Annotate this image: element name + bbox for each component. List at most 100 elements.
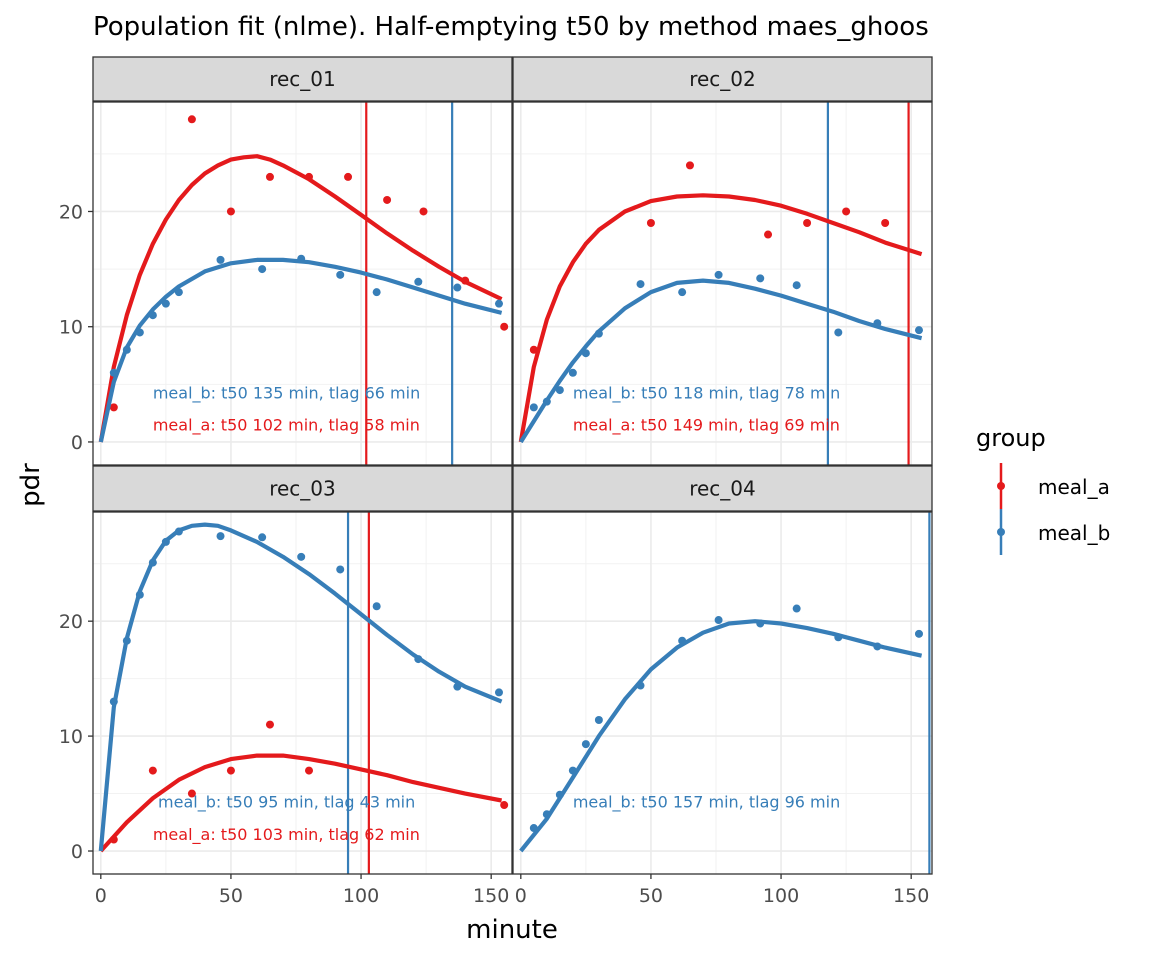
- data-point-meal-a: [305, 766, 314, 775]
- data-point-meal-b: [542, 810, 551, 819]
- data-point-meal-b: [135, 328, 144, 337]
- data-point-meal-b: [372, 602, 381, 611]
- annotation-meal-a: meal_a: t50 149 min, tlag 69 min: [573, 416, 840, 436]
- data-point-meal-b: [594, 329, 603, 338]
- facet-label: rec_02: [689, 67, 756, 91]
- grid: [513, 102, 932, 465]
- data-point-meal-b: [135, 590, 144, 599]
- data-point-meal-b: [834, 328, 843, 337]
- x-tick-label: 50: [219, 885, 243, 907]
- facet-label: rec_03: [269, 477, 336, 501]
- legend: group meal_a meal_b: [976, 424, 1110, 555]
- y-tick-label: 20: [59, 611, 83, 633]
- x-tick-label: 0: [515, 885, 527, 907]
- plot-background: [93, 512, 512, 874]
- data-point-meal-a: [803, 219, 812, 227]
- data-point-meal-b: [914, 326, 923, 335]
- data-point-meal-b: [714, 616, 723, 625]
- data-point-meal-a: [109, 403, 118, 412]
- data-point-meal-b: [568, 368, 577, 377]
- data-point-meal-a: [685, 161, 694, 170]
- data-point-meal-b: [122, 636, 131, 645]
- annotation-meal-b: meal_b: t50 95 min, tlag 43 min: [158, 793, 415, 813]
- data-point-meal-b: [714, 270, 723, 279]
- data-point-meal-a: [265, 720, 274, 729]
- x-tick-label: 100: [763, 885, 799, 907]
- data-point-meal-b: [792, 281, 801, 290]
- fit-curve-meal-b: [519, 619, 923, 853]
- y-tick-label: 10: [59, 726, 83, 748]
- data-point-meal-b: [834, 633, 843, 642]
- plot-background: [513, 512, 932, 874]
- legend-label: meal_b: [1038, 521, 1110, 545]
- data-point-meal-b: [494, 299, 503, 308]
- data-point-meal-b: [216, 255, 225, 264]
- data-point-meal-b: [792, 604, 801, 613]
- y-axis-label: pdr: [16, 463, 46, 507]
- data-point-meal-b: [494, 688, 503, 697]
- data-point-meal-b: [109, 368, 118, 377]
- fit-curve-meal-b: [98, 257, 503, 443]
- y-tick-label: 0: [71, 841, 83, 863]
- data-point-meal-b: [414, 277, 423, 286]
- legend-item-meal-a: meal_a: [997, 463, 1110, 509]
- fit-curve-meal-a: [98, 154, 503, 443]
- data-point-meal-b: [873, 319, 882, 328]
- data-point-meal-a: [305, 172, 314, 181]
- panel-rec-02: rec_02 meal_b: t50 118 min, tlag 78 min me…: [512, 56, 933, 466]
- data-point-meal-b: [336, 270, 345, 279]
- data-point-meal-b: [756, 274, 765, 283]
- data-point-meal-b: [216, 532, 225, 541]
- data-point-meal-a: [226, 207, 235, 216]
- data-point-meal-b: [174, 288, 183, 297]
- data-point-meal-b: [297, 552, 306, 561]
- annotation-meal-b: meal_b: t50 157 min, tlag 96 min: [573, 793, 840, 813]
- data-point-meal-a: [383, 195, 392, 204]
- facet-strip: [512, 465, 933, 512]
- fit-curve-meal-b: [519, 278, 923, 444]
- data-point-meal-b: [555, 386, 564, 395]
- data-point-meal-a: [646, 219, 655, 227]
- annotation-meal-a: meal_a: t50 103 min, tlag 62 min: [153, 825, 420, 845]
- data-point-meal-a: [881, 219, 890, 227]
- data-point-meal-b: [109, 697, 118, 706]
- data-point-meal-b: [122, 345, 131, 354]
- x-tick-label: 50: [639, 885, 663, 907]
- data-point-meal-a: [500, 801, 509, 810]
- data-point-meal-b: [542, 397, 551, 406]
- plot-content: meal_b: t50 95 min, tlag 43 min meal_a: t…: [98, 512, 509, 874]
- legend-title: group: [976, 424, 1046, 452]
- data-point-meal-b: [258, 265, 267, 274]
- panel-border: [512, 101, 933, 466]
- plot-content: meal_b: t50 157 min, tlag 96 min: [519, 512, 931, 874]
- panel-border: [92, 101, 513, 466]
- legend-item-meal-b: meal_b: [997, 509, 1110, 555]
- data-point-meal-b: [414, 655, 423, 664]
- data-point-meal-a: [226, 766, 235, 775]
- data-point-meal-b: [148, 311, 157, 320]
- data-point-meal-b: [914, 629, 923, 638]
- annotation-meal-b: meal_b: t50 118 min, tlag 78 min: [573, 383, 840, 403]
- data-point-meal-b: [258, 533, 267, 542]
- legend-key-point: [997, 482, 1005, 490]
- data-point-meal-b: [148, 558, 157, 567]
- chart-title: Population fit (nlme). Half-emptying t50…: [93, 12, 929, 42]
- data-point-meal-a: [109, 835, 118, 844]
- data-point-meal-b: [678, 288, 687, 297]
- panel-border: [92, 511, 513, 875]
- panel-rec-04: rec_04 meal_b: t50 157 min, tlag 96 min 0 5…: [512, 465, 933, 907]
- data-point-meal-b: [372, 288, 381, 297]
- data-point-meal-b: [529, 403, 538, 412]
- grid: [513, 512, 932, 874]
- fit-curve-meal-b: [98, 522, 503, 852]
- x-tick-label: 0: [95, 885, 107, 907]
- x-axis-label: minute: [466, 915, 558, 945]
- y-tick-label: 0: [71, 432, 83, 454]
- fit-curve-meal-a: [99, 753, 502, 853]
- data-point-meal-a: [500, 322, 509, 331]
- facet-strip: [92, 56, 513, 102]
- data-point-meal-b: [174, 527, 183, 536]
- facet-strip: [512, 56, 933, 102]
- data-point-meal-b: [336, 565, 345, 574]
